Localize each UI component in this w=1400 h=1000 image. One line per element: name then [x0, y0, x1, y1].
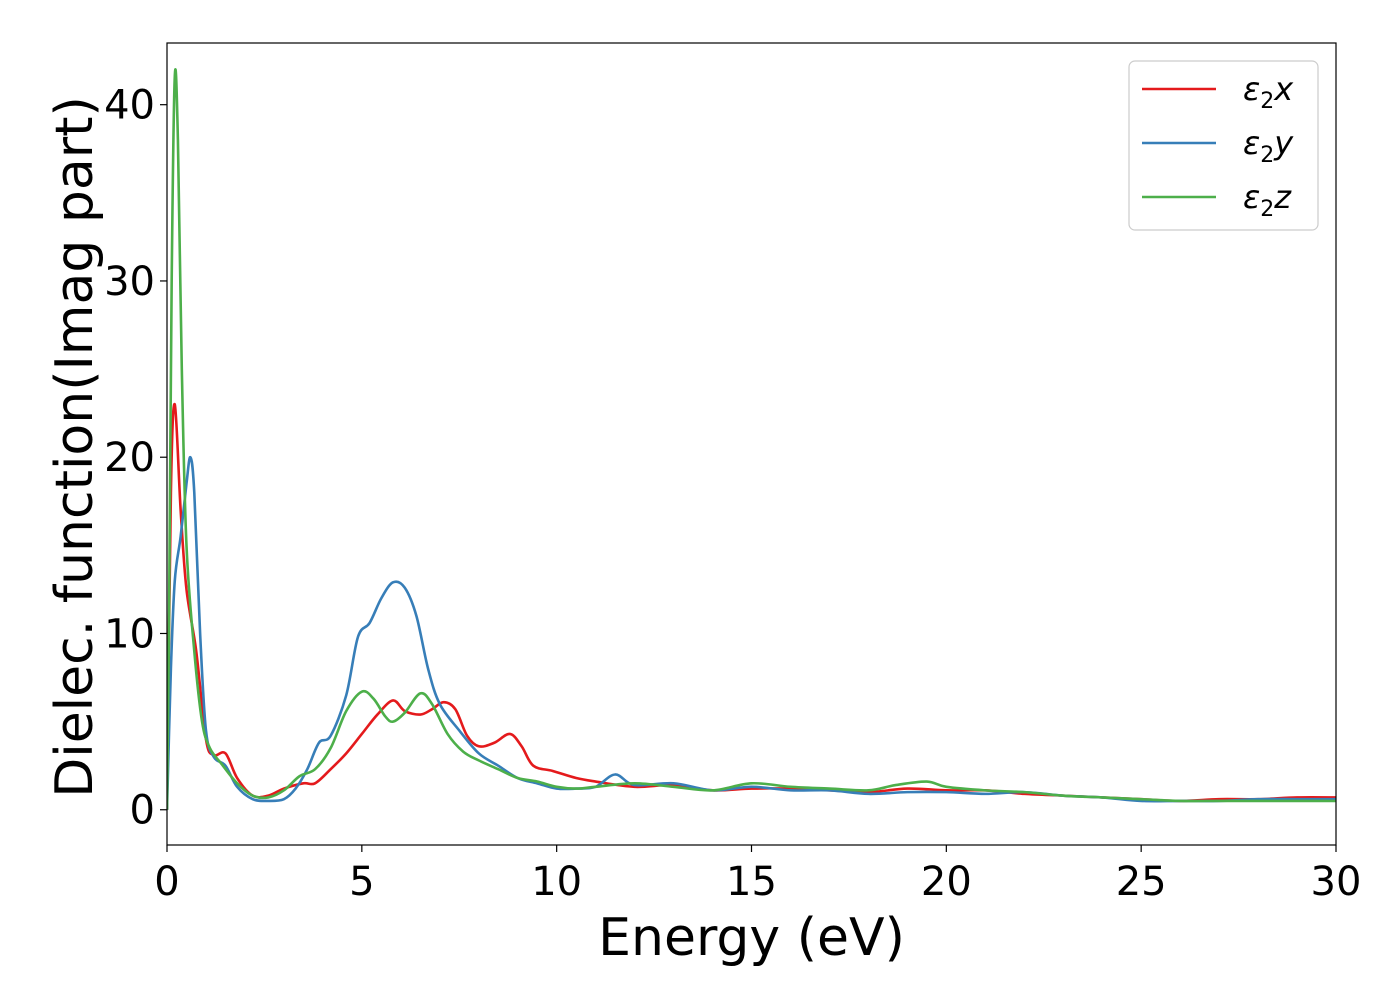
y-tick-label: 20 [104, 435, 155, 481]
legend-label-x: ε2x [1243, 70, 1294, 114]
x-tick-label: 20 [921, 859, 972, 905]
series-line-x [167, 402, 1336, 810]
axes: 0 5 10 15 20 25 30 0 10 20 30 40 [104, 42, 1362, 905]
x-tick-label: 10 [531, 859, 582, 905]
x-tick-label: 30 [1311, 859, 1362, 905]
legend: ε2x ε2y ε2z [1128, 60, 1319, 231]
series-line-z [167, 68, 1336, 810]
y-tick-label: 40 [104, 83, 155, 129]
x-tick-label: 5 [349, 859, 374, 905]
x-tick-label: 25 [1116, 859, 1167, 905]
legend-label-z: ε2z [1243, 178, 1292, 222]
y-tick-label: 30 [104, 259, 155, 305]
y-axis-label: Dielec. function(Imag part) [45, 96, 105, 798]
legend-box [1128, 60, 1319, 231]
x-axis-label: Energy (eV) [598, 908, 905, 968]
legend-label-y: ε2y [1243, 124, 1294, 168]
x-tick-label: 0 [154, 859, 179, 905]
x-tick-label: 15 [726, 859, 777, 905]
y-tick-label: 10 [104, 611, 155, 657]
series-line-y [167, 455, 1336, 810]
plot-area [167, 68, 1336, 810]
y-tick-label: 0 [130, 788, 155, 834]
